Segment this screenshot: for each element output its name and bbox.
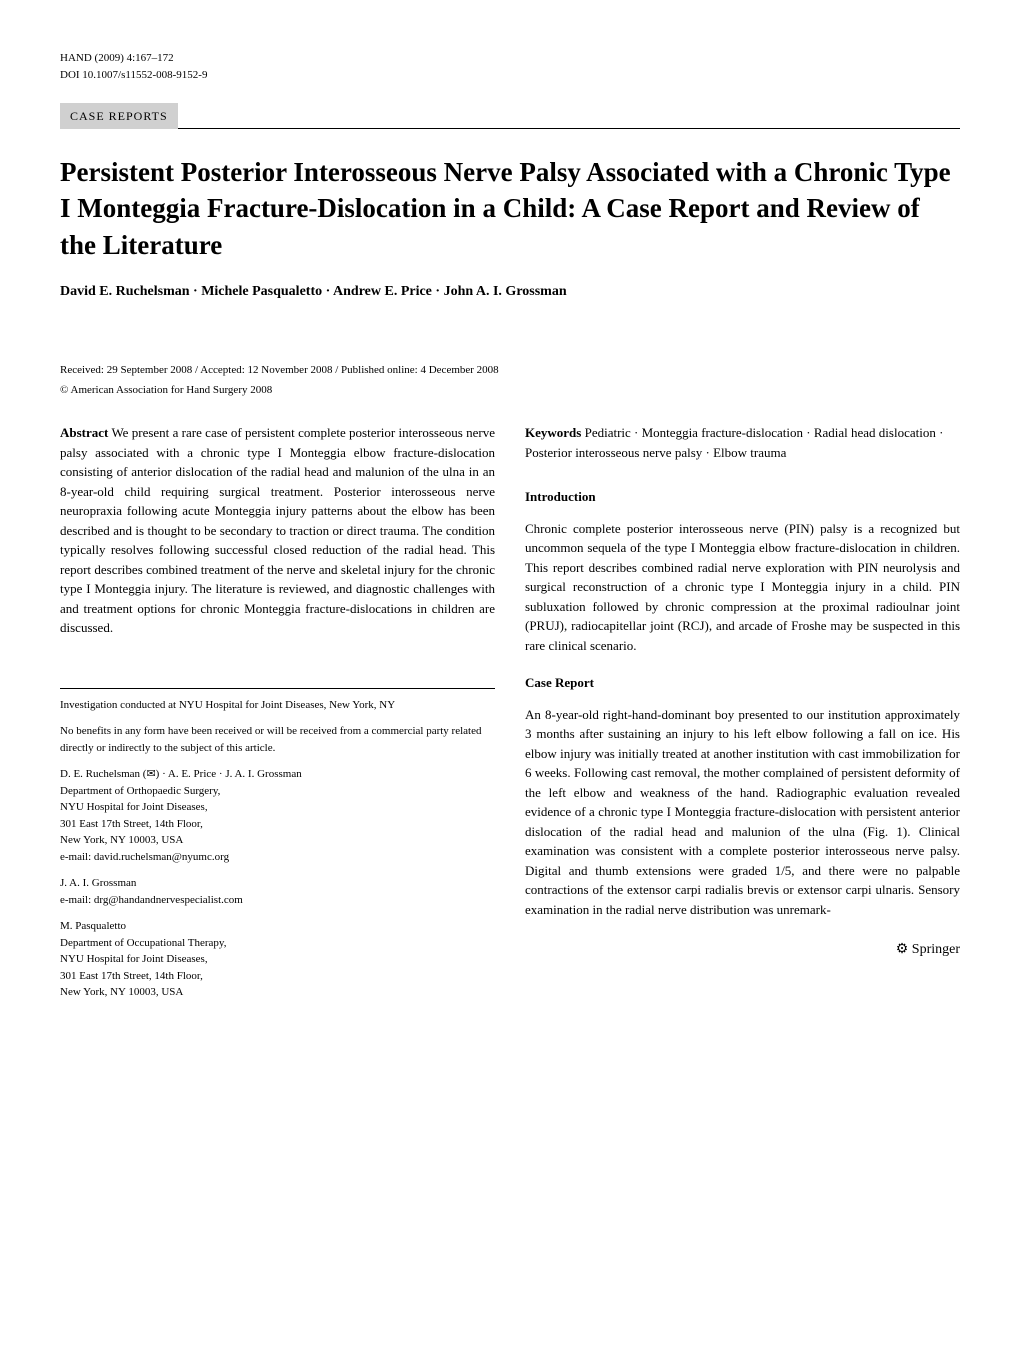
section-rule — [60, 128, 960, 129]
two-column-layout: Abstract We present a rare case of persi… — [60, 423, 960, 1011]
article-title: Persistent Posterior Interosseous Nerve … — [60, 154, 960, 263]
affil3-city: New York, NY 10003, USA — [60, 984, 495, 1001]
springer-logo: ⚙ Springer — [525, 939, 960, 960]
abstract-label: Abstract — [60, 425, 108, 440]
investigation-footnote: Investigation conducted at NYU Hospital … — [60, 697, 495, 714]
affil3-inst: NYU Hospital for Joint Diseases, — [60, 951, 495, 968]
keywords-label: Keywords — [525, 425, 581, 440]
publication-dates: Received: 29 September 2008 / Accepted: … — [60, 362, 960, 379]
authors: David E. Ruchelsman · Michele Pasqualett… — [60, 281, 960, 302]
affil2-email: e-mail: drg@handandnervespecialist.com — [60, 892, 495, 909]
affil1-inst: NYU Hospital for Joint Diseases, — [60, 799, 495, 816]
section-label: CASE REPORTS — [60, 103, 178, 129]
abstract-block: Abstract We present a rare case of persi… — [60, 423, 495, 638]
affil2-author: J. A. I. Grossman — [60, 875, 495, 892]
affil1-authors: D. E. Ruchelsman (✉) · A. E. Price · J. … — [60, 766, 495, 783]
affiliation-block-2: J. A. I. Grossman e-mail: drg@handandner… — [60, 875, 495, 908]
introduction-heading: Introduction — [525, 487, 960, 507]
doi: DOI 10.1007/s11552-008-9152-9 — [60, 67, 960, 84]
journal-header: HAND (2009) 4:167–172 DOI 10.1007/s11552… — [60, 50, 960, 83]
introduction-text: Chronic complete posterior interosseous … — [525, 519, 960, 656]
affil3-author: M. Pasqualetto — [60, 918, 495, 935]
journal-ref: HAND (2009) 4:167–172 — [60, 50, 960, 67]
copyright: © American Association for Hand Surgery … — [60, 382, 960, 399]
section-label-wrap: CASE REPORTS — [60, 103, 960, 129]
affiliation-block-3: M. Pasqualetto Department of Occupationa… — [60, 918, 495, 1001]
benefits-footnote: No benefits in any form have been receiv… — [60, 723, 495, 756]
case-report-heading: Case Report — [525, 673, 960, 693]
affiliation-block-1: D. E. Ruchelsman (✉) · A. E. Price · J. … — [60, 766, 495, 865]
left-column: Abstract We present a rare case of persi… — [60, 423, 495, 1011]
keywords-text: Pediatric · Monteggia fracture-dislocati… — [525, 425, 943, 460]
footnote-rule — [60, 688, 495, 689]
abstract-text: We present a rare case of persistent com… — [60, 425, 495, 635]
affil3-dept: Department of Occupational Therapy, — [60, 935, 495, 952]
case-report-text: An 8-year-old right-hand-dominant boy pr… — [525, 705, 960, 920]
affil1-email: e-mail: david.ruchelsman@nyumc.org — [60, 849, 495, 866]
affil1-dept: Department of Orthopaedic Surgery, — [60, 783, 495, 800]
keywords-block: Keywords Pediatric · Monteggia fracture-… — [525, 423, 960, 462]
affil1-addr: 301 East 17th Street, 14th Floor, — [60, 816, 495, 833]
right-column: Keywords Pediatric · Monteggia fracture-… — [525, 423, 960, 1011]
affil3-addr: 301 East 17th Street, 14th Floor, — [60, 968, 495, 985]
affil1-city: New York, NY 10003, USA — [60, 832, 495, 849]
